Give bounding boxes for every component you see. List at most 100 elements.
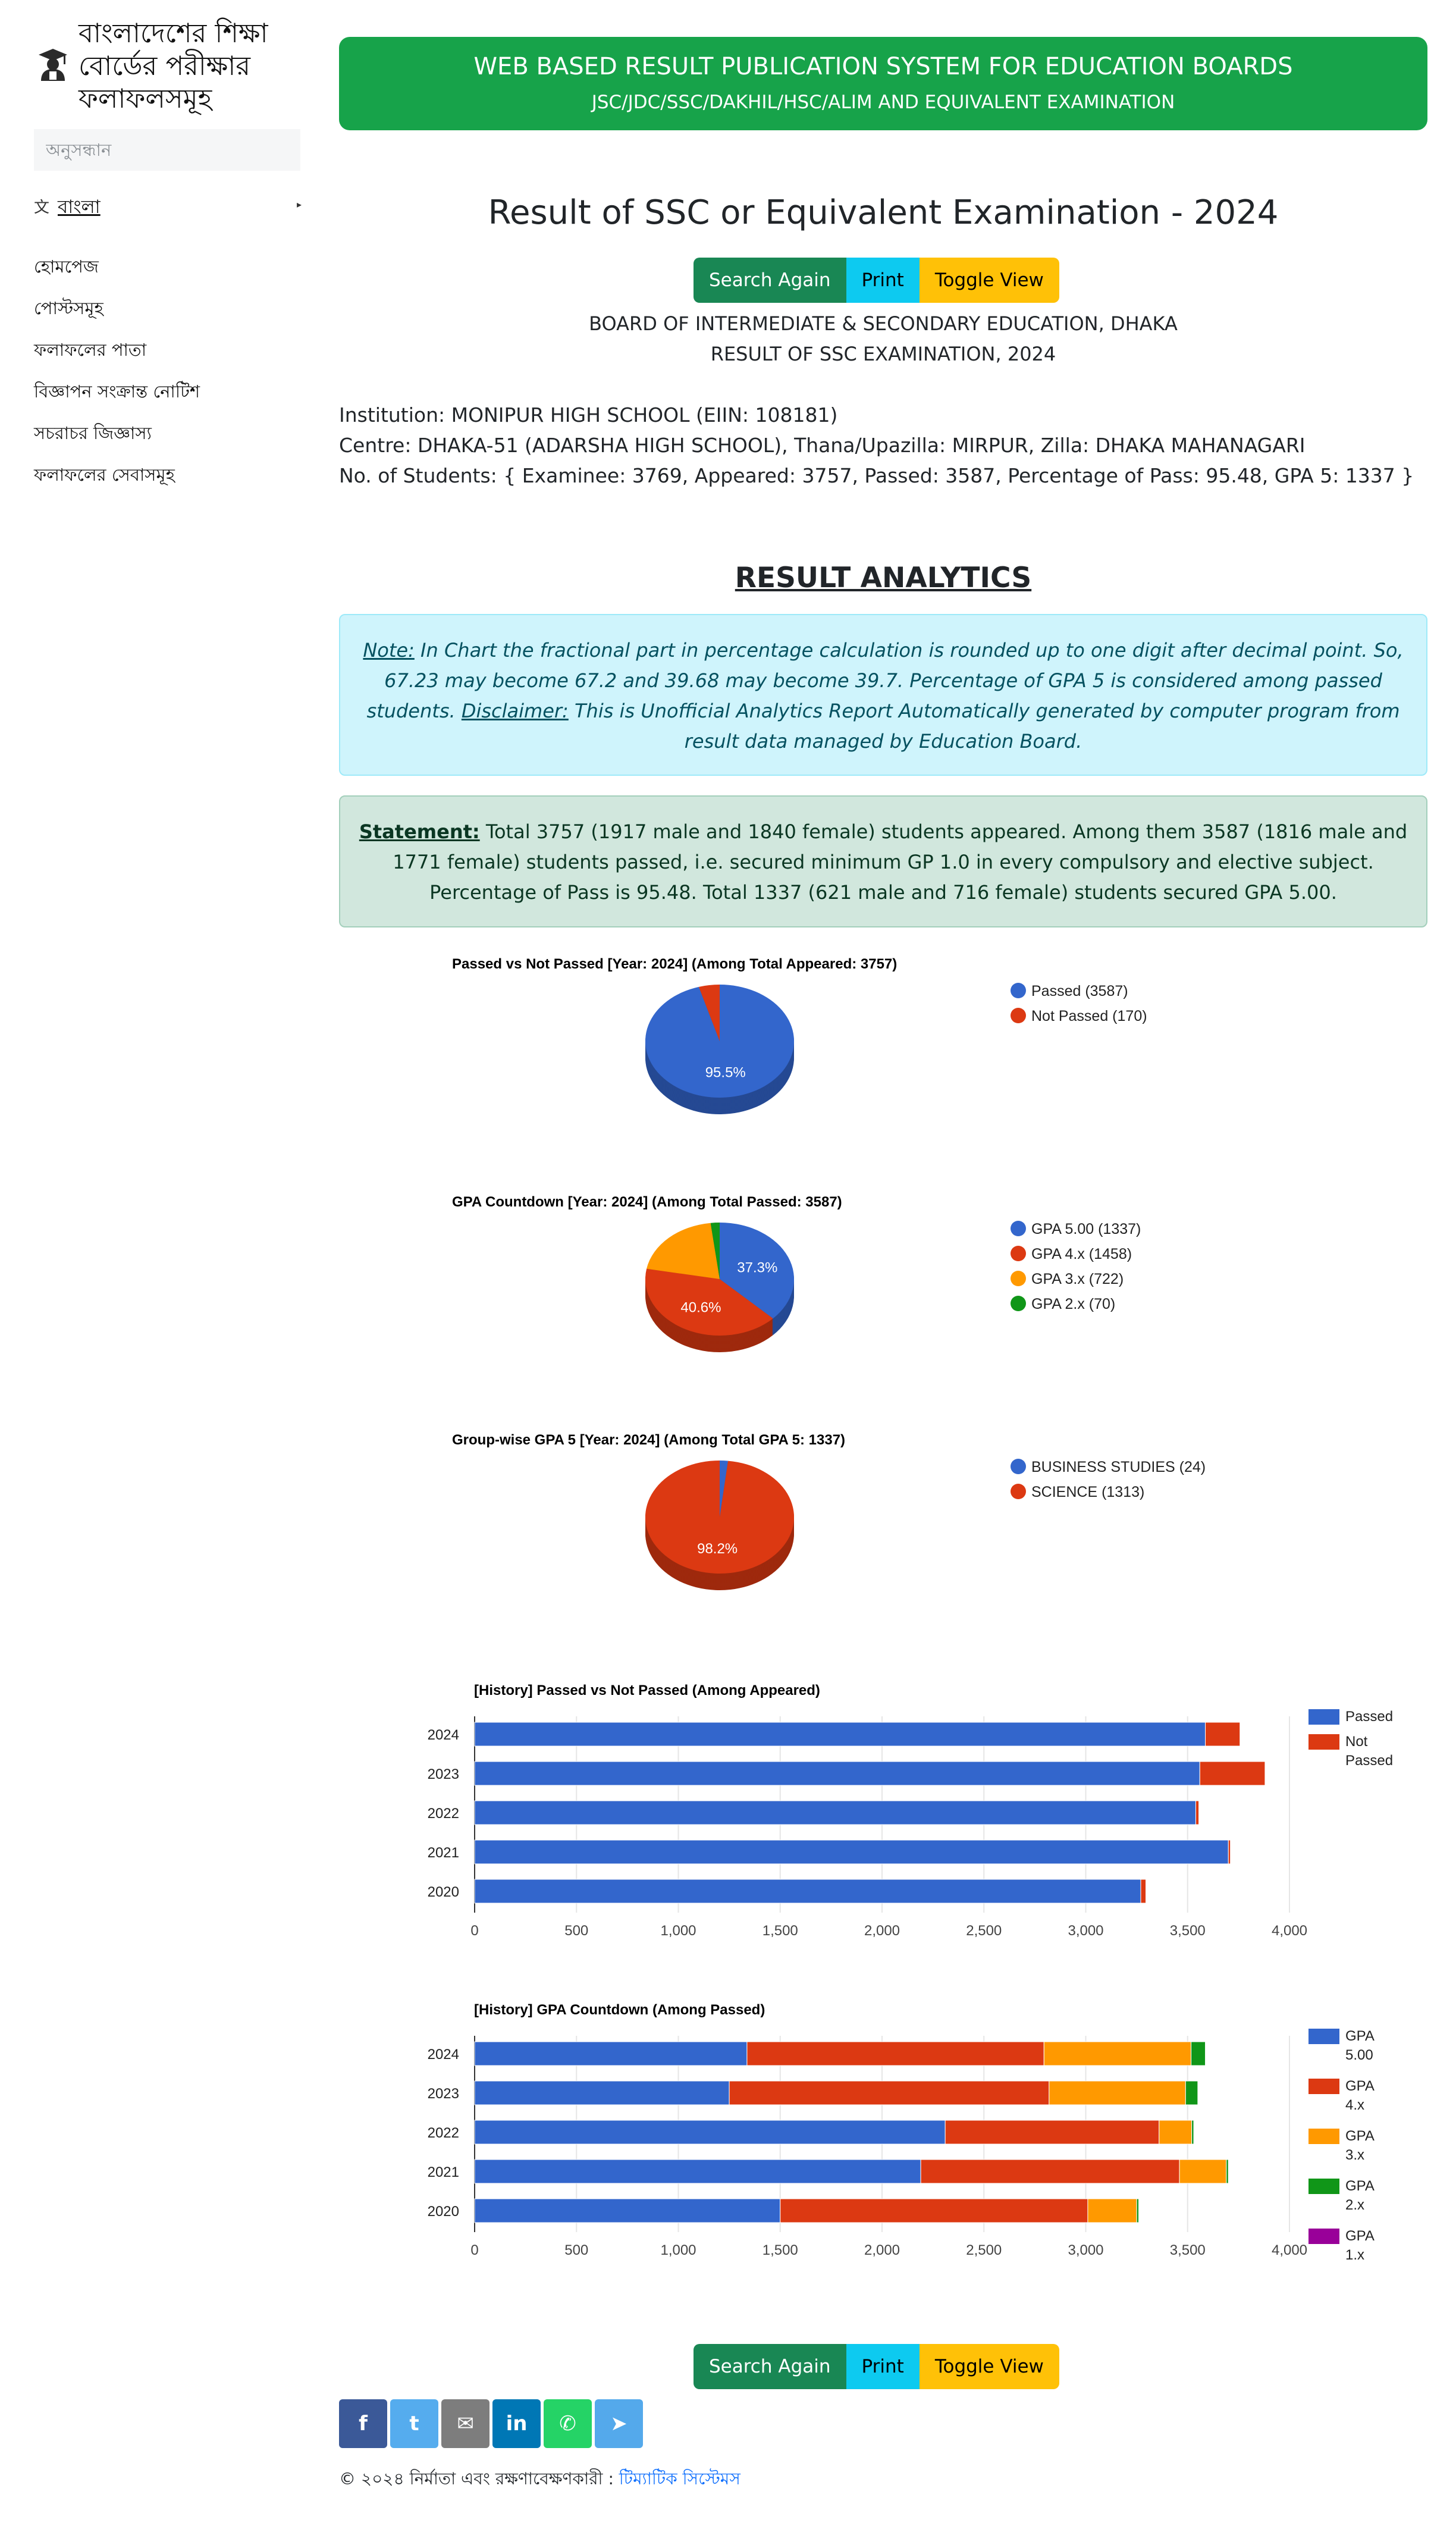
y-tick-label: 2023 bbox=[428, 2086, 459, 2102]
twitter-share-button[interactable]: t bbox=[390, 2399, 438, 2448]
print-button-bottom[interactable]: Print bbox=[846, 2344, 920, 2389]
linkedin-share-button[interactable]: in bbox=[492, 2399, 541, 2448]
bar-segment bbox=[1136, 2198, 1140, 2223]
y-tick-label: 2024 bbox=[428, 1727, 459, 1743]
legend-label: Not Passed bbox=[1345, 1734, 1393, 1769]
legend-label: GPA 4.x bbox=[1345, 2078, 1375, 2113]
bar-segment bbox=[474, 1800, 1196, 1825]
legend-label: GPA 2.x bbox=[1345, 2178, 1375, 2213]
bar-segment bbox=[1087, 2198, 1137, 2223]
legend-marker bbox=[1011, 1484, 1026, 1499]
toggle-view-button[interactable]: Toggle View bbox=[919, 258, 1059, 303]
legend-marker bbox=[1308, 2029, 1339, 2044]
legend-marker bbox=[1011, 1296, 1026, 1311]
x-tick-label: 2,500 bbox=[966, 1923, 1002, 1939]
y-tick-label: 2021 bbox=[428, 2164, 459, 2180]
bar-segment bbox=[944, 2120, 1160, 2145]
pie-slice bbox=[645, 1268, 773, 1336]
pie-title: GPA Countdown [Year: 2024] (Among Total … bbox=[452, 1194, 842, 1210]
bar-segment bbox=[1179, 2159, 1227, 2184]
sidebar-menu: হোমপেজ পোস্টসমূহ ফলাফলের পাতা বিজ্ঞাপন স… bbox=[34, 255, 302, 504]
legend-label: GPA 5.00 (1337) bbox=[1031, 1221, 1141, 1237]
developer-link[interactable]: টিম্যাটিক সিস্টেমস bbox=[619, 2469, 740, 2489]
bar-chart-title: [History] Passed vs Not Passed (Among Ap… bbox=[474, 1682, 820, 1698]
print-button[interactable]: Print bbox=[846, 258, 920, 303]
copyright-text: © ২০২৪ নির্মাতা এবং রক্ষণাবেক্ষণকারী : bbox=[339, 2469, 619, 2489]
bottom-button-group: Search Again Print Toggle View bbox=[694, 2344, 1059, 2389]
bar-segment bbox=[474, 1722, 1206, 1747]
pie-slice bbox=[645, 1461, 794, 1574]
x-tick-label: 500 bbox=[564, 2242, 588, 2258]
telegram-share-button[interactable]: ➤ bbox=[595, 2399, 643, 2448]
whatsapp-share-button[interactable]: ✆ bbox=[544, 2399, 592, 2448]
statement-label: Statement: bbox=[359, 820, 480, 843]
pie-slice-label: 40.6% bbox=[680, 1299, 721, 1315]
bar-segment bbox=[474, 2041, 748, 2066]
bar-segment bbox=[474, 1879, 1141, 1904]
x-tick-label: 0 bbox=[470, 1923, 478, 1939]
pie-title: Group-wise GPA 5 [Year: 2024] (Among Tot… bbox=[452, 1432, 845, 1448]
bar-segment bbox=[1195, 1800, 1200, 1825]
search-again-button[interactable]: Search Again bbox=[694, 258, 846, 303]
page-title: Result of SSC or Equivalent Examination … bbox=[488, 193, 1279, 232]
brand-title: বাংলাদেশের শিক্ষা বোর্ডের পরীক্ষার ফলাফল… bbox=[79, 17, 268, 114]
brand[interactable]: বাংলাদেশের শিক্ষা বোর্ডের পরীক্ষার ফলাফল… bbox=[34, 17, 296, 114]
sidebar-item-ad-notice[interactable]: বিজ্ঞাপন সংক্রান্ত নোটিশ bbox=[34, 381, 200, 402]
x-tick-label: 3,500 bbox=[1170, 1923, 1206, 1939]
bar-segment bbox=[474, 1761, 1200, 1786]
sidebar-item-faq[interactable]: সচরাচর জিজ্ঞাস্য bbox=[34, 423, 152, 443]
email-share-button[interactable]: ✉ bbox=[441, 2399, 489, 2448]
x-tick-label: 2,500 bbox=[966, 2242, 1002, 2258]
x-tick-label: 500 bbox=[564, 1923, 588, 1939]
sidebar-item-home[interactable]: হোমপেজ bbox=[34, 256, 99, 277]
banner-title: WEB BASED RESULT PUBLICATION SYSTEM FOR … bbox=[473, 53, 1293, 80]
toggle-view-button-bottom[interactable]: Toggle View bbox=[919, 2344, 1059, 2389]
students-line: No. of Students: { Examinee: 3769, Appea… bbox=[339, 464, 1414, 487]
search-again-button-bottom[interactable]: Search Again bbox=[694, 2344, 846, 2389]
social-share-row: f t ✉ in ✆ ➤ bbox=[339, 2399, 643, 2448]
top-button-group: Search Again Print Toggle View bbox=[694, 258, 1059, 303]
pie-title: Passed vs Not Passed [Year: 2024] (Among… bbox=[452, 956, 897, 972]
pie-slice bbox=[720, 1461, 729, 1517]
legend-marker bbox=[1011, 1008, 1026, 1023]
y-tick-label: 2020 bbox=[428, 1884, 459, 1900]
exam-name: RESULT OF SSC EXAMINATION, 2024 bbox=[710, 343, 1056, 365]
sidebar-item-posts[interactable]: পোস্টসমূহ bbox=[34, 298, 103, 318]
graduate-icon bbox=[39, 49, 67, 81]
legend-label: GPA 3.x bbox=[1345, 2128, 1375, 2163]
disclaimer-label: Disclaimer: bbox=[461, 700, 569, 722]
facebook-share-button[interactable]: f bbox=[339, 2399, 387, 2448]
bar-segment bbox=[746, 2041, 1044, 2066]
legend-label: SCIENCE (1313) bbox=[1031, 1484, 1144, 1500]
x-tick-label: 2,000 bbox=[864, 2242, 900, 2258]
pie-chart-gpa-countdown: GPA Countdown [Year: 2024] (Among Total … bbox=[452, 1194, 1141, 1352]
sidebar-item-result-services[interactable]: ফলাফলের সেবাসমূহ bbox=[34, 465, 175, 485]
x-tick-label: 1,000 bbox=[660, 2242, 696, 2258]
legend-label: GPA 1.x bbox=[1345, 2228, 1375, 2263]
legend-marker bbox=[1308, 2229, 1339, 2244]
bar-segment bbox=[729, 2080, 1050, 2105]
x-tick-label: 1,500 bbox=[762, 2242, 798, 2258]
statement-text: Total 3757 (1917 male and 1840 female) s… bbox=[393, 820, 1408, 904]
bar-segment bbox=[920, 2159, 1180, 2184]
pie-chart-pass-vs-fail: Passed vs Not Passed [Year: 2024] (Among… bbox=[452, 956, 1147, 1114]
x-tick-label: 1,000 bbox=[660, 1923, 696, 1939]
bar-segment bbox=[1226, 2159, 1229, 2184]
language-selector[interactable]: 文 বাংলা ▸ bbox=[34, 190, 302, 220]
legend-marker bbox=[1011, 1271, 1026, 1286]
bar-segment bbox=[1199, 1761, 1266, 1786]
legend-label: BUSINESS STUDIES (24) bbox=[1031, 1459, 1206, 1475]
twitter-icon: t bbox=[409, 2412, 419, 2436]
pie-chart-group-gpa5: Group-wise GPA 5 [Year: 2024] (Among Tot… bbox=[452, 1432, 1206, 1590]
bar-segment bbox=[474, 1839, 1229, 1864]
board-name: BOARD OF INTERMEDIATE & SECONDARY EDUCAT… bbox=[589, 312, 1178, 335]
bar-segment bbox=[1191, 2120, 1194, 2145]
x-tick-label: 4,000 bbox=[1272, 2242, 1307, 2258]
search-input[interactable] bbox=[34, 129, 300, 171]
x-tick-label: 0 bbox=[470, 2242, 478, 2258]
banner-subtitle: JSC/JDC/SSC/DAKHIL/HSC/ALIM AND EQUIVALE… bbox=[591, 92, 1175, 113]
bar-segment bbox=[1049, 2080, 1186, 2105]
legend-label: GPA 2.x (70) bbox=[1031, 1296, 1115, 1312]
x-tick-label: 3,000 bbox=[1068, 1923, 1103, 1939]
sidebar-item-result-page[interactable]: ফলাফলের পাতা bbox=[34, 340, 147, 360]
